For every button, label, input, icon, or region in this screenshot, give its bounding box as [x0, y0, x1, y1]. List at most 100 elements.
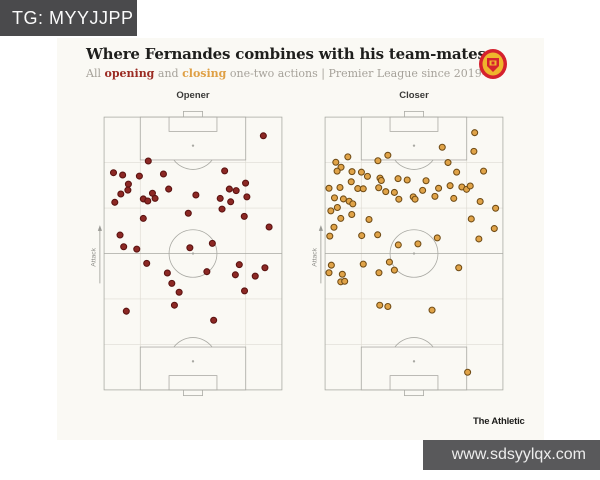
pitch-closer-scatter: Attack	[312, 110, 504, 397]
one-two-action-dot	[419, 186, 427, 194]
one-two-action-dot	[390, 266, 398, 274]
one-two-action-dot	[446, 182, 454, 190]
attack-direction-label: Attack	[91, 247, 98, 266]
one-two-action-dot	[394, 175, 402, 183]
one-two-action-dot	[133, 245, 141, 253]
one-two-action-dot	[390, 188, 398, 196]
one-two-action-dot	[347, 178, 355, 186]
one-two-action-dot	[261, 264, 269, 272]
one-two-action-dot	[394, 241, 402, 249]
one-two-action-dot	[333, 167, 341, 175]
one-two-action-dot	[330, 194, 339, 202]
one-two-action-dot	[490, 225, 498, 233]
one-two-action-dot	[231, 271, 239, 279]
panel-label-opener: Opener	[176, 90, 210, 101]
one-two-action-dot	[143, 259, 151, 267]
one-two-action-dot	[433, 234, 441, 242]
one-two-action-dot	[411, 195, 419, 203]
one-two-action-dot	[151, 194, 159, 202]
one-two-action-dot	[453, 168, 461, 176]
one-two-action-dot	[435, 184, 443, 192]
one-two-action-dot	[374, 231, 382, 239]
one-two-action-dot	[471, 129, 479, 137]
one-two-action-dot	[375, 269, 383, 277]
one-two-action-dot	[438, 143, 446, 151]
one-two-action-dot	[111, 198, 119, 206]
one-two-action-dot	[232, 187, 240, 195]
one-two-action-dot	[330, 223, 338, 231]
athletic-logo: The Athletic	[473, 416, 525, 427]
one-two-action-dot	[336, 183, 344, 192]
one-two-action-dot	[377, 176, 385, 184]
one-two-action-dot	[428, 306, 436, 314]
graphic-card: Where Fernandes combines with his team-m…	[57, 38, 544, 440]
one-two-action-dot	[259, 132, 267, 140]
one-two-action-dot	[163, 269, 171, 277]
one-two-action-dot	[403, 176, 411, 184]
one-two-action-dot	[120, 243, 128, 251]
one-two-action-dot	[251, 272, 259, 280]
one-two-action-dot	[159, 170, 167, 178]
one-two-action-dot	[470, 147, 478, 155]
one-two-action-dot	[210, 316, 218, 324]
one-two-action-dot	[395, 195, 403, 203]
one-two-action-dot	[325, 269, 333, 277]
one-two-action-dot	[341, 277, 349, 285]
one-two-action-dot	[375, 184, 383, 192]
one-two-action-dot	[265, 223, 273, 231]
one-two-action-dot	[359, 260, 367, 268]
subtitle-closing-word: closing	[182, 67, 227, 80]
watermark-top-banner: TG: MYYJJPP	[0, 0, 137, 36]
one-two-action-dot	[218, 205, 226, 213]
one-two-action-dot	[326, 232, 334, 240]
subtitle-opening-word: opening	[104, 67, 155, 80]
one-two-action-dot	[385, 258, 393, 266]
one-two-action-dot	[384, 302, 392, 311]
one-two-action-dot	[175, 288, 183, 296]
one-two-action-dot	[144, 197, 152, 205]
one-two-action-dot	[135, 172, 143, 180]
one-two-action-dot	[365, 215, 373, 223]
one-two-action-dot	[227, 198, 235, 206]
one-two-action-dot	[170, 301, 178, 309]
one-two-action-dot	[119, 171, 127, 179]
pitch-opener-scatter: Attack	[91, 110, 283, 397]
one-two-action-dot	[242, 179, 250, 187]
one-two-action-dot	[358, 232, 366, 240]
one-two-action-dot	[492, 204, 500, 212]
one-two-action-dot	[225, 185, 233, 193]
one-two-action-dot	[109, 169, 118, 177]
one-two-action-dot	[376, 301, 384, 309]
one-two-action-dot	[124, 186, 132, 194]
one-two-action-dot	[374, 157, 382, 165]
one-two-action-dot	[348, 168, 356, 176]
one-two-action-dot	[344, 153, 352, 161]
one-two-action-dot	[203, 268, 211, 276]
one-two-action-dot	[464, 368, 472, 376]
one-two-action-dot	[184, 209, 192, 217]
one-two-action-dot	[117, 190, 125, 198]
one-two-action-dot	[357, 168, 365, 176]
one-two-action-dot	[139, 214, 147, 222]
one-two-action-dot	[348, 211, 356, 219]
one-two-action-dot	[208, 239, 216, 247]
subtitle-and: and	[154, 67, 183, 80]
one-two-action-dot	[240, 287, 249, 295]
one-two-action-dot	[475, 235, 483, 243]
one-two-action-dot	[221, 167, 229, 175]
one-two-action-dot	[450, 194, 458, 202]
one-two-action-dot	[327, 207, 335, 215]
one-two-action-dot	[186, 244, 194, 252]
attack-direction-label: Attack	[312, 247, 319, 266]
one-two-action-dot	[363, 172, 371, 180]
one-two-action-dot	[325, 184, 333, 192]
one-two-action-dot	[359, 185, 367, 193]
subtitle-prefix: All	[86, 67, 105, 80]
one-two-action-dot	[467, 215, 475, 223]
watermark-bottom-text: www.sdsyylqx.com	[451, 446, 586, 463]
one-two-action-dot	[466, 182, 474, 190]
one-two-action-dot	[216, 194, 224, 202]
one-two-action-dot	[243, 193, 251, 201]
one-two-action-dot	[122, 307, 130, 315]
